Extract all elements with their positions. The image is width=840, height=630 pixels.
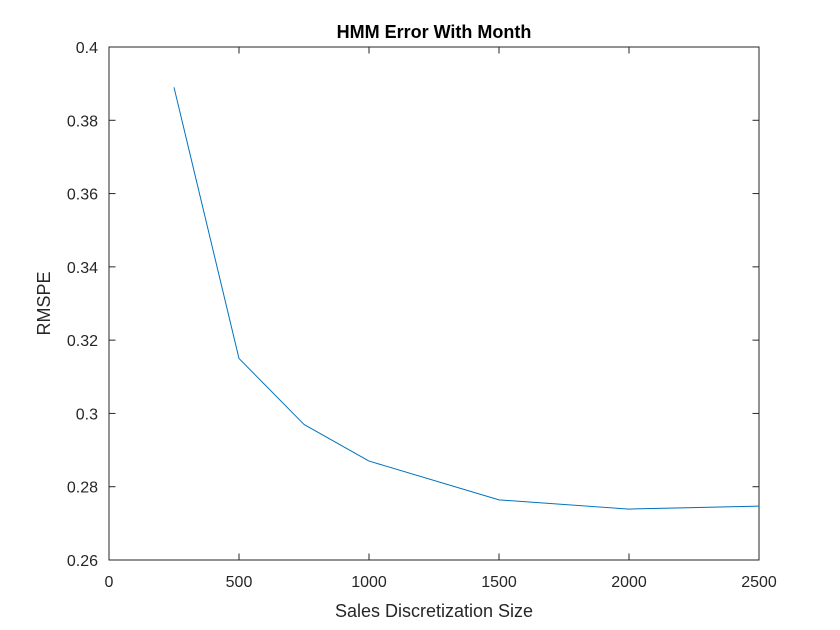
y-axis-ticks: 0.26 0.28 0.3 0.32 0.34 0.36 0.38 0.4 — [67, 40, 759, 570]
y-tick-label: 0.36 — [67, 187, 98, 204]
x-tick-label: 2000 — [611, 574, 647, 591]
x-axis-ticks: 0 500 1000 1500 2000 2500 — [105, 47, 777, 591]
y-tick-label: 0.34 — [67, 260, 98, 277]
series-line — [173, 87, 760, 510]
y-tick-label: 0.26 — [67, 553, 98, 570]
y-axis-label: RMSPE — [34, 271, 54, 335]
chart-title: HMM Error With Month — [337, 22, 532, 42]
y-tick-label: 0.38 — [67, 113, 98, 130]
x-axis-label: Sales Discretization Size — [335, 601, 533, 621]
x-tick-label: 2500 — [741, 574, 777, 591]
y-tick-label: 0.28 — [67, 480, 98, 497]
plot-axes — [108, 46, 760, 561]
plot-area — [108, 46, 760, 561]
series-layer — [173, 87, 760, 510]
x-tick-label: 0 — [105, 574, 114, 591]
x-tick-label: 1000 — [351, 574, 387, 591]
y-tick-label: 0.32 — [67, 333, 98, 350]
y-tick-label: 0.3 — [76, 406, 98, 423]
y-tick-label: 0.4 — [76, 40, 98, 57]
x-tick-label: 1500 — [481, 574, 517, 591]
x-tick-label: 500 — [226, 574, 253, 591]
